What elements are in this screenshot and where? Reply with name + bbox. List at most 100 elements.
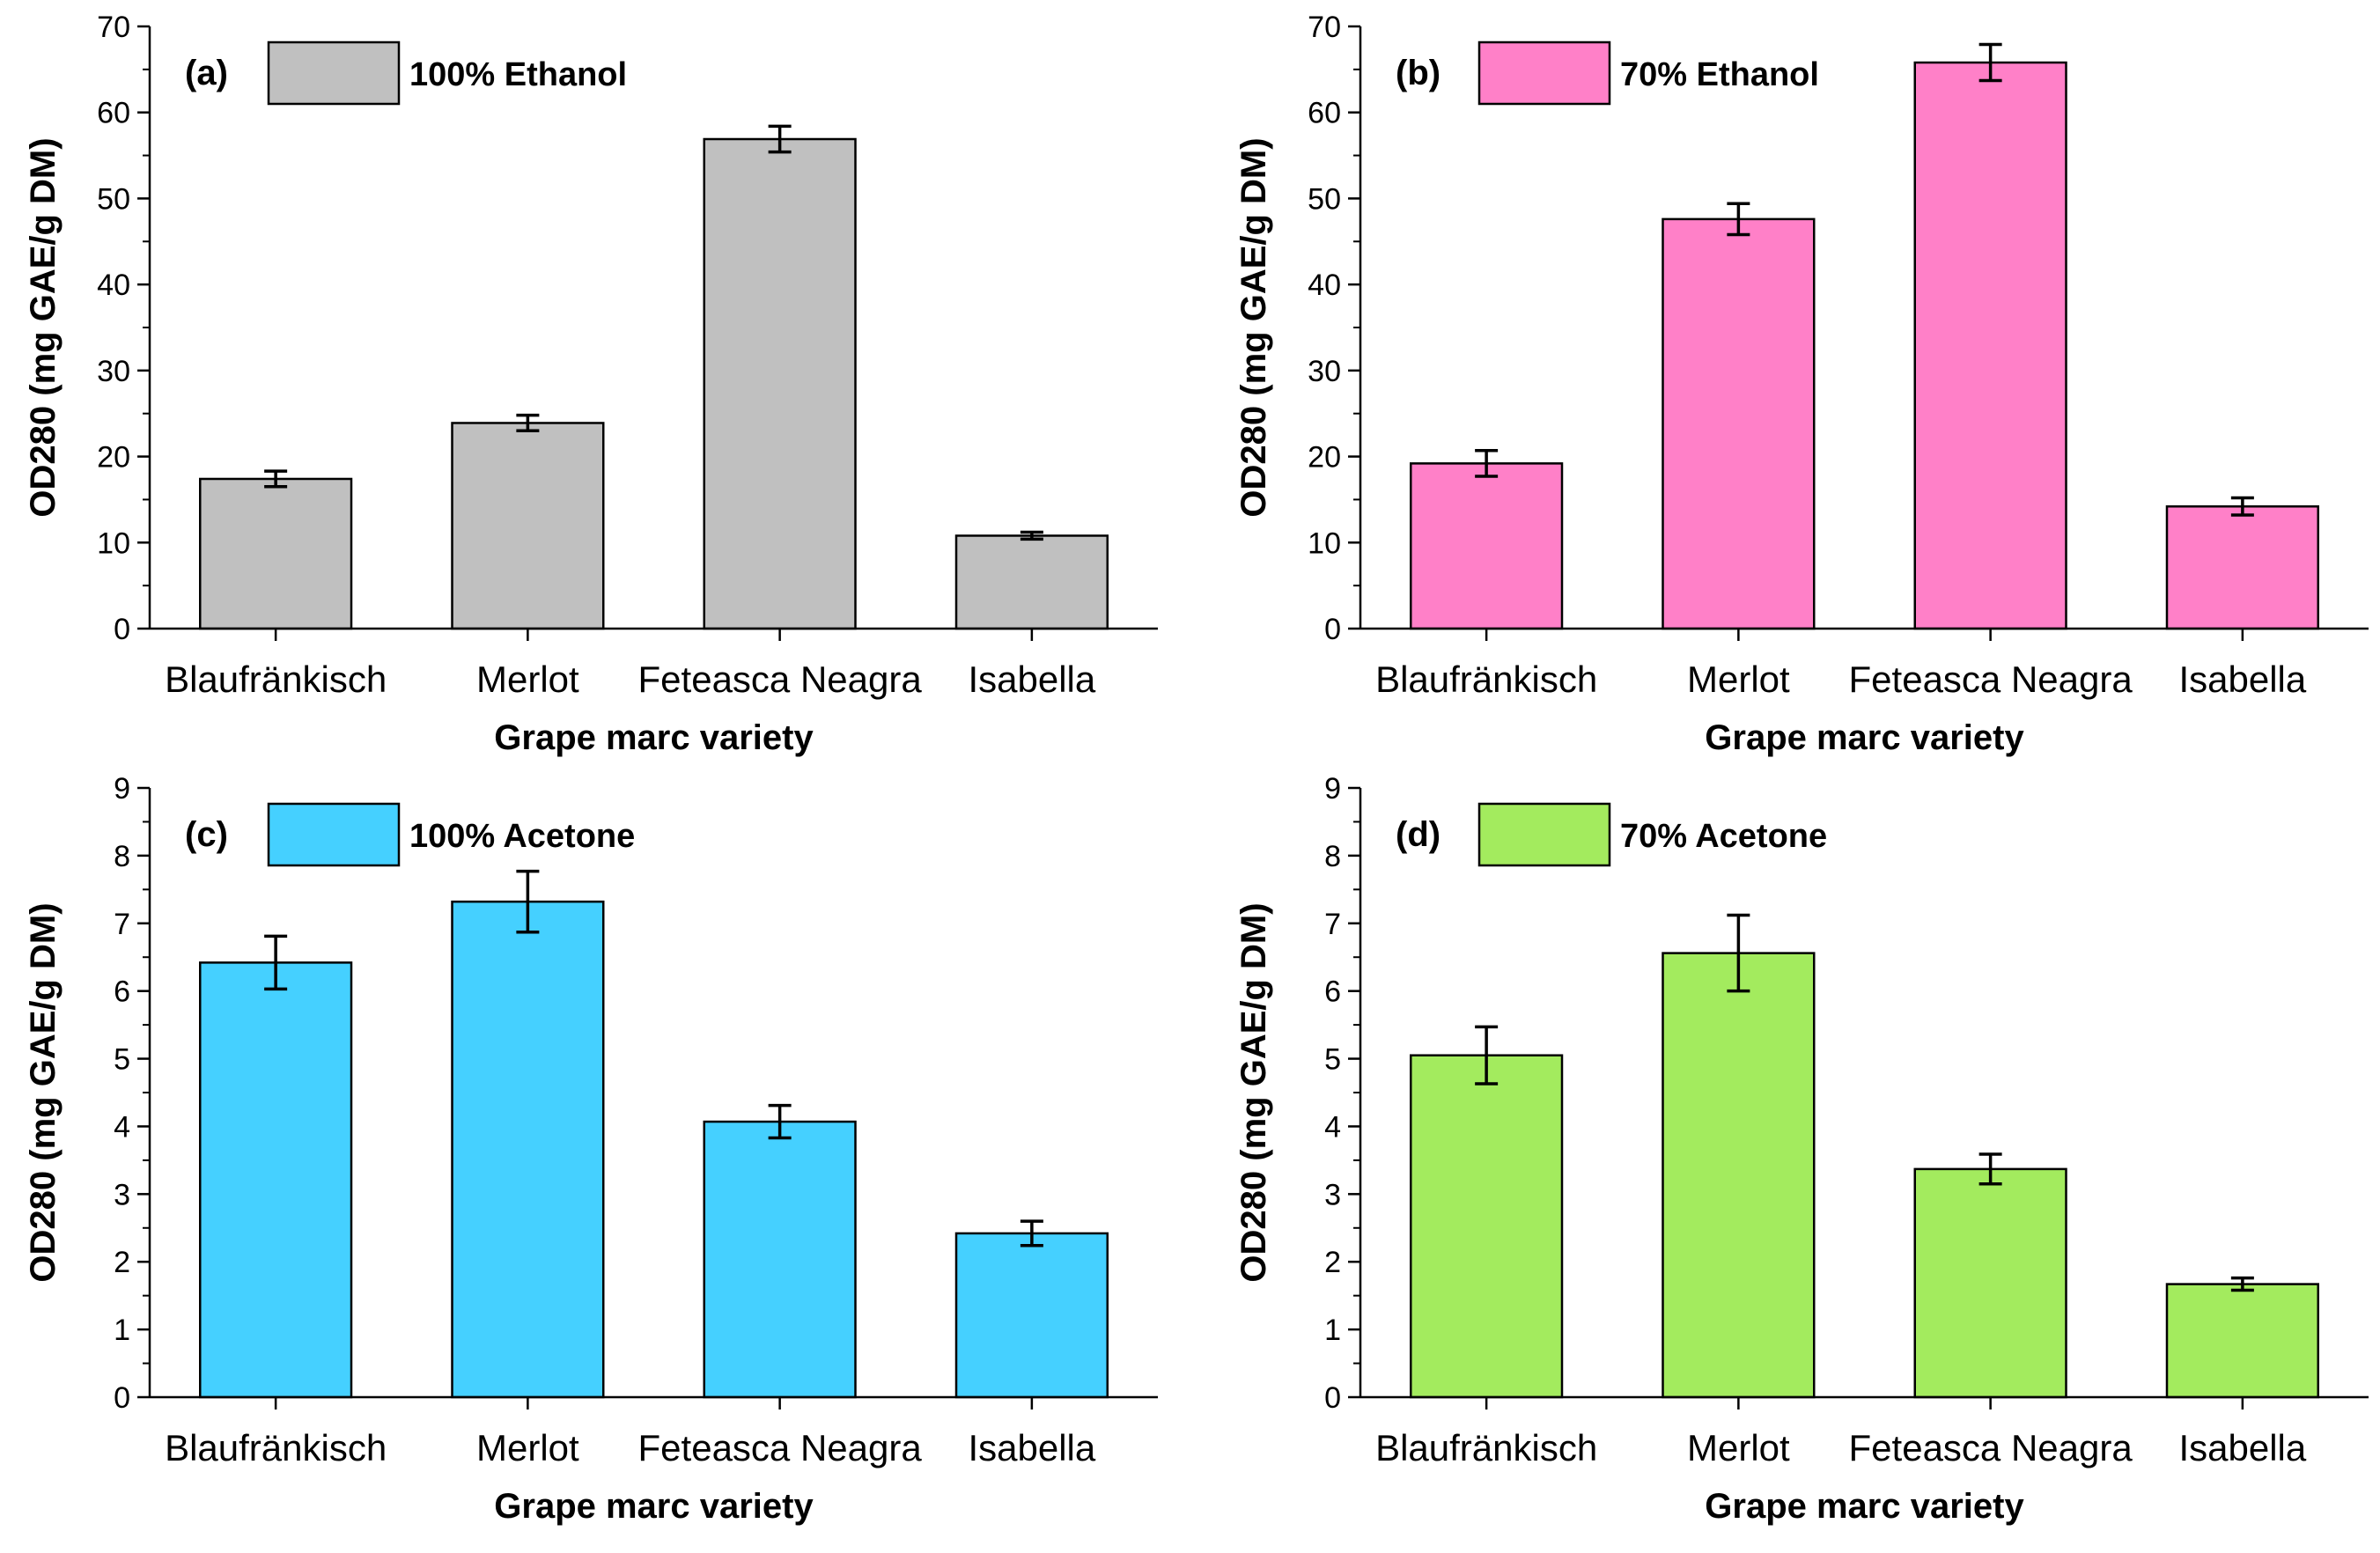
y-tick-label: 0 — [114, 1381, 130, 1415]
error-bar — [1020, 1219, 1043, 1248]
x-tick-label: Merlot — [476, 659, 579, 700]
y-tick-label: 3 — [1324, 1178, 1341, 1211]
bar — [451, 422, 605, 630]
bar — [954, 1232, 1109, 1399]
bar — [451, 900, 605, 1399]
y-tick-label: 30 — [1308, 355, 1341, 388]
bar — [703, 137, 857, 630]
bar — [199, 961, 353, 1399]
legend-swatch — [267, 802, 401, 867]
y-tick-label: 9 — [114, 772, 130, 806]
legend: 70% Acetone — [1477, 802, 1827, 867]
legend-swatch — [1477, 802, 1611, 867]
panel-label: (d) — [1396, 815, 1441, 854]
chart-panel-3: Blaufränkisch Merlot Feteasca Neagra Isabel… — [24, 772, 1158, 1526]
x-axis-title: Grape marc variety — [1705, 718, 2024, 757]
legend-label: 100% Acetone — [409, 818, 635, 855]
y-tick-label: 5 — [1324, 1043, 1341, 1077]
y-tick-label: 1 — [1324, 1314, 1341, 1347]
bar — [1410, 462, 1564, 630]
x-tick-label: Feteasca Neagra — [638, 1427, 923, 1468]
bar — [1662, 217, 1816, 630]
bar — [1662, 952, 1816, 1399]
legend: 100% Acetone — [267, 802, 635, 867]
y-tick-label: 20 — [97, 441, 130, 475]
error-bar — [768, 124, 792, 154]
x-tick-label: Blaufränkisch — [165, 1427, 387, 1468]
chart-panel-2: Blaufränkisch Merlot Feteasca Neagra Isabel… — [1234, 11, 2369, 757]
x-tick-label: Merlot — [1687, 1427, 1790, 1468]
y-tick-label: 9 — [1324, 772, 1341, 806]
y-tick-label: 60 — [97, 97, 130, 130]
legend-label: 70% Acetone — [1620, 818, 1827, 855]
y-tick-label: 4 — [1324, 1110, 1341, 1144]
legend: 100% Ethanol — [267, 40, 627, 106]
y-tick-label: 8 — [1324, 840, 1341, 873]
error-bar — [264, 934, 288, 991]
legend-swatch — [267, 40, 401, 106]
y-tick-label: 3 — [114, 1178, 130, 1211]
bar — [954, 534, 1109, 630]
y-tick-label: 20 — [1308, 441, 1341, 475]
x-tick-label: Blaufränkisch — [1375, 659, 1597, 700]
x-tick-label: Isabella — [2178, 659, 2306, 700]
error-bar — [1475, 448, 1499, 478]
y-tick-label: 10 — [97, 526, 130, 560]
x-axis-title: Grape marc variety — [494, 718, 814, 757]
error-bar — [1978, 42, 2002, 83]
x-tick-label: Isabella — [968, 1427, 1095, 1468]
bar — [2165, 1283, 2319, 1399]
y-tick-label: 2 — [1324, 1246, 1341, 1279]
legend-swatch — [1477, 40, 1611, 106]
y-tick-label: 2 — [114, 1246, 130, 1279]
x-axis-title: Grape marc variety — [1705, 1487, 2024, 1526]
bar — [1913, 61, 2067, 630]
chart-panel-1: Blaufränkisch Merlot Feteasca Neagra Isabel… — [24, 11, 1158, 757]
y-tick-label: 0 — [114, 613, 130, 646]
y-tick-label: 10 — [1308, 526, 1341, 560]
y-tick-label: 0 — [1324, 1381, 1341, 1415]
chart-panel-4: Blaufränkisch Merlot Feteasca Neagra Isabel… — [1234, 772, 2369, 1526]
x-tick-label: Feteasca Neagra — [638, 659, 923, 700]
panel-label: (a) — [185, 54, 228, 92]
y-tick-label: 40 — [1308, 269, 1341, 302]
error-bar — [264, 469, 288, 489]
y-tick-label: 5 — [114, 1043, 130, 1077]
x-tick-label: Blaufränkisch — [165, 659, 387, 700]
x-tick-label: Merlot — [476, 1427, 579, 1468]
x-tick-label: Blaufränkisch — [1375, 1427, 1597, 1468]
error-bar — [516, 413, 540, 433]
legend: 70% Ethanol — [1477, 40, 1819, 106]
x-tick-label: Feteasca Neagra — [1849, 659, 2133, 700]
y-tick-label: 1 — [114, 1314, 130, 1347]
y-tick-label: 50 — [97, 182, 130, 216]
panel-label: (c) — [185, 815, 228, 854]
panel-label: (b) — [1396, 54, 1441, 92]
y-tick-label: 60 — [1308, 97, 1341, 130]
y-tick-label: 7 — [1324, 908, 1341, 941]
y-tick-label: 0 — [1324, 613, 1341, 646]
bar — [703, 1120, 857, 1399]
y-axis-title: OD280 (mg GAE/g DM) — [1234, 137, 1273, 517]
x-tick-label: Merlot — [1687, 659, 1790, 700]
y-tick-label: 70 — [97, 11, 130, 44]
bar — [199, 477, 353, 630]
y-tick-label: 50 — [1308, 182, 1341, 216]
y-tick-label: 4 — [114, 1110, 130, 1144]
x-axis-title: Grape marc variety — [494, 1487, 814, 1526]
legend-label: 100% Ethanol — [409, 56, 627, 93]
y-tick-label: 40 — [97, 269, 130, 302]
error-bar — [1727, 202, 1750, 237]
y-tick-label: 7 — [114, 908, 130, 941]
y-axis-title: OD280 (mg GAE/g DM) — [24, 137, 63, 517]
legend-label: 70% Ethanol — [1620, 56, 1819, 93]
y-tick-label: 8 — [114, 840, 130, 873]
error-bar — [1978, 1152, 2002, 1186]
error-bar — [2230, 1276, 2254, 1292]
y-tick-label: 70 — [1308, 11, 1341, 44]
y-tick-label: 6 — [1324, 975, 1341, 1009]
bar — [2165, 504, 2319, 630]
error-bar — [516, 869, 540, 934]
error-bar — [1727, 913, 1750, 993]
